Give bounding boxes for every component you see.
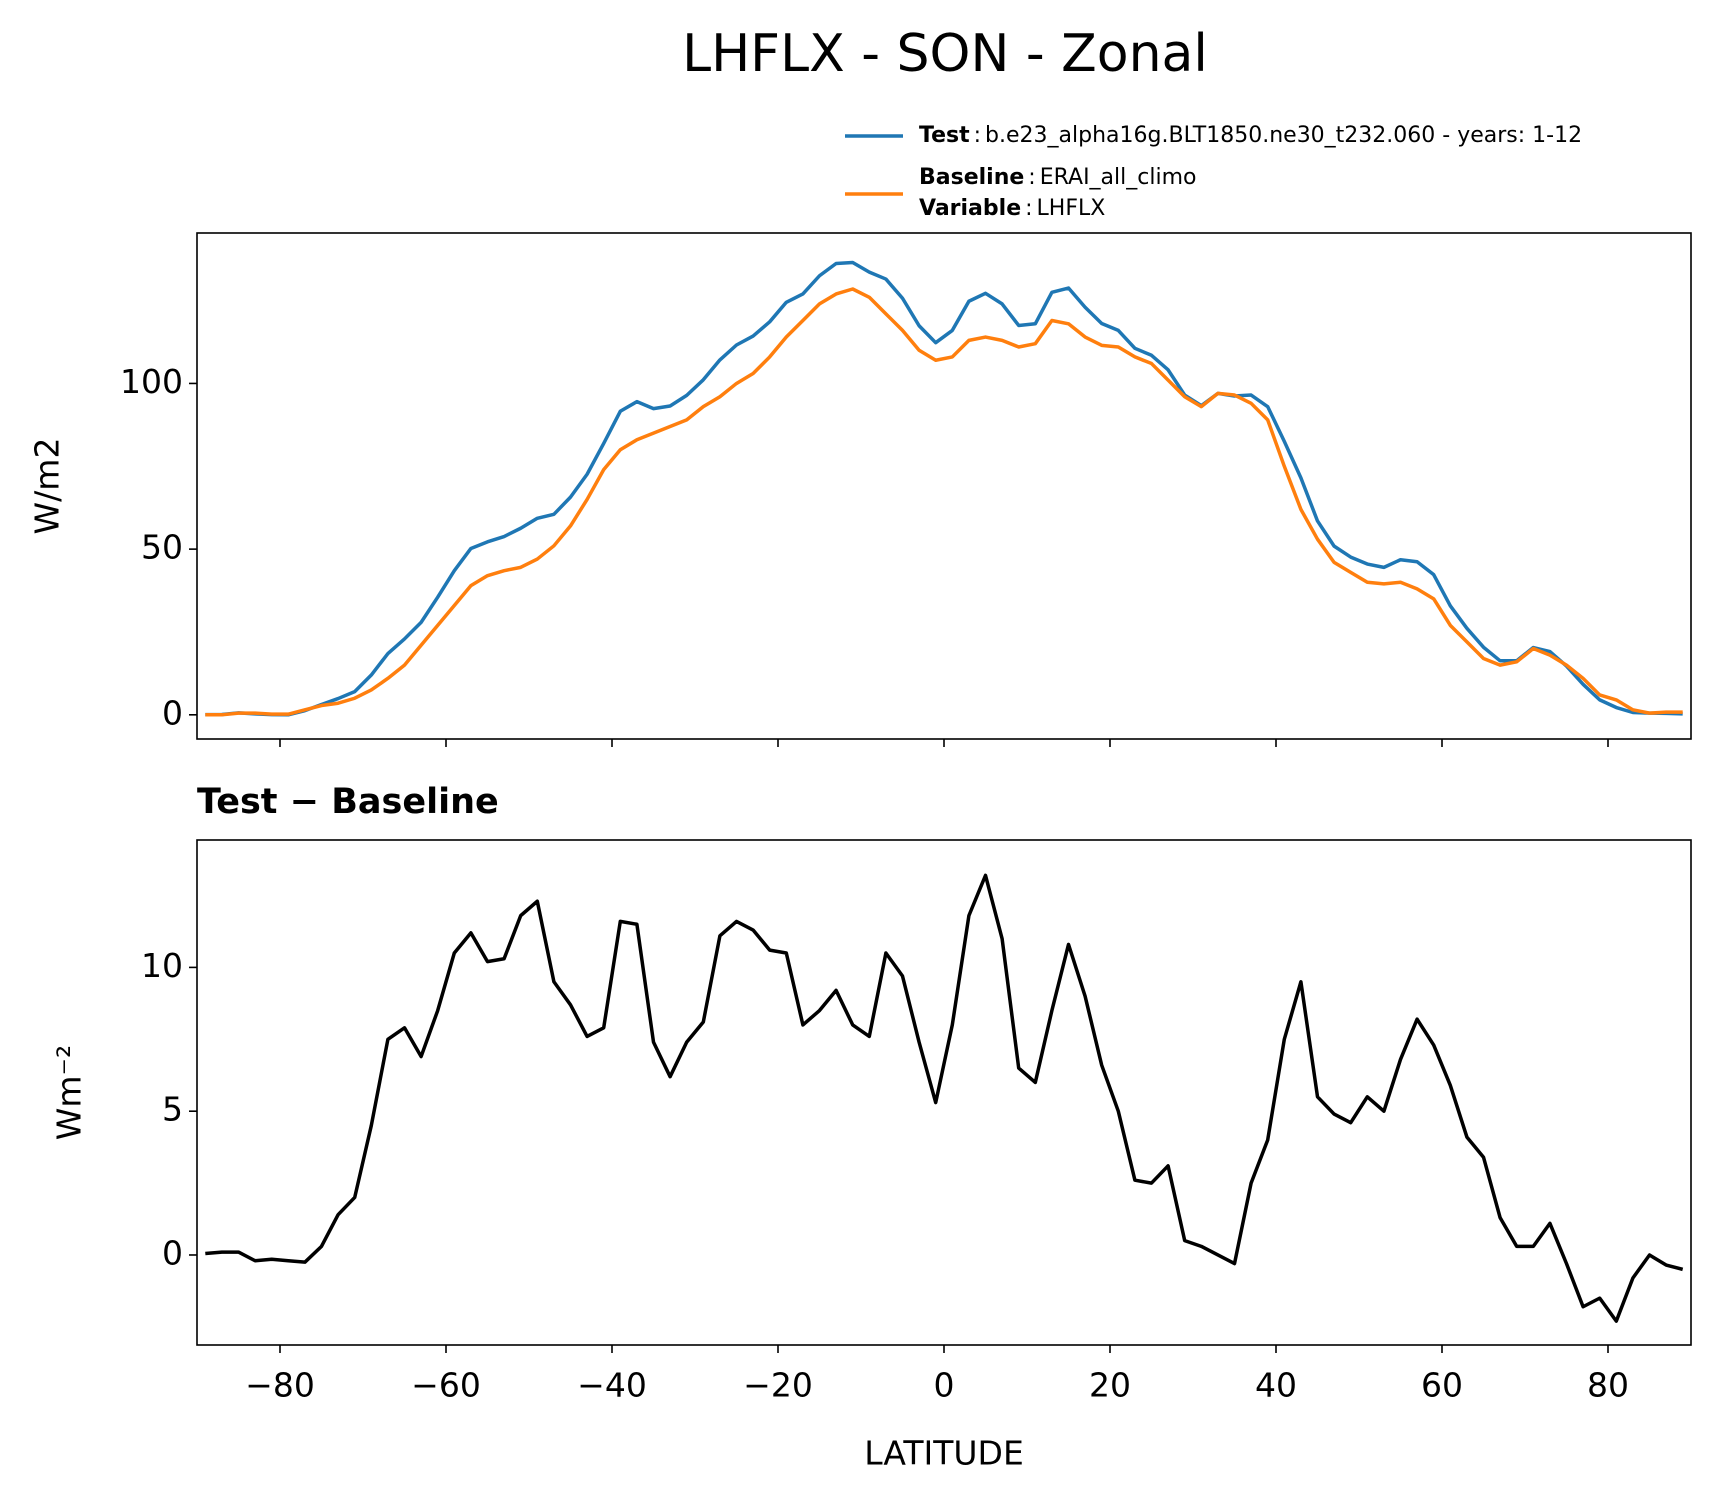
x-tick-label: 40 <box>1255 1366 1297 1405</box>
axes-frame <box>196 232 1692 740</box>
y-tick-label: 0 <box>162 693 183 732</box>
legend-entry: Baseline: ERAI_all_climo <box>919 165 1196 190</box>
data-line <box>205 873 1684 1323</box>
legend-separator: : <box>974 123 981 148</box>
x-tick-label: 60 <box>1421 1366 1463 1405</box>
y-axis-label: W/m2 <box>28 438 67 535</box>
y-tick-label: 5 <box>162 1090 183 1129</box>
y-tick-label: 0 <box>162 1233 183 1272</box>
legend-entry: Test: b.e23_alpha16g.BLT1850.ne30_t232.06… <box>919 123 1582 148</box>
legend-separator: : <box>1025 196 1032 221</box>
y-tick-label: 50 <box>141 528 183 567</box>
legend-description: LHFLX <box>1037 196 1106 221</box>
x-axis-label: LATITUDE <box>864 1434 1024 1473</box>
x-tick-label: −40 <box>577 1366 647 1405</box>
y-tick-label: 100 <box>120 362 183 401</box>
subplot-title: Test − Baseline <box>197 782 499 822</box>
data-line <box>205 260 1683 717</box>
legend-entry: Variable: LHFLX <box>919 196 1105 221</box>
x-tick-label: 20 <box>1089 1366 1131 1405</box>
x-tick-label: −80 <box>245 1366 315 1405</box>
data-line <box>205 287 1683 717</box>
x-tick-label: −60 <box>411 1366 481 1405</box>
y-axis-label: Wm⁻² <box>50 1045 89 1140</box>
legend-description: ERAI_all_climo <box>1040 165 1197 190</box>
x-tick-label: 0 <box>934 1366 955 1405</box>
x-tick-label: −20 <box>743 1366 813 1405</box>
legend-separator: : <box>1028 165 1035 190</box>
y-tick-label: 10 <box>141 946 183 985</box>
legend-name: Baseline <box>919 165 1024 190</box>
x-tick-label: 80 <box>1587 1366 1629 1405</box>
legend-name: Test <box>919 123 970 148</box>
axes-frame <box>196 839 1692 1346</box>
figure-title: LHFLX - SON - Zonal <box>682 24 1208 84</box>
legend-name: Variable <box>919 196 1021 221</box>
legend-description: b.e23_alpha16g.BLT1850.ne30_t232.060 - y… <box>985 123 1582 148</box>
